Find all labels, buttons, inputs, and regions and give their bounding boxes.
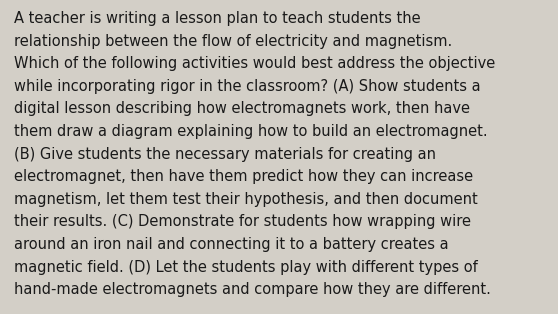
Text: while incorporating rigor in the classroom? (A) Show students a: while incorporating rigor in the classro… (14, 79, 480, 94)
Text: them draw a diagram explaining how to build an electromagnet.: them draw a diagram explaining how to bu… (14, 124, 488, 139)
Text: electromagnet, then have them predict how they can increase: electromagnet, then have them predict ho… (14, 169, 473, 184)
Text: hand-made electromagnets and compare how they are different.: hand-made electromagnets and compare how… (14, 282, 491, 297)
Text: digital lesson describing how electromagnets work, then have: digital lesson describing how electromag… (14, 101, 470, 116)
Text: magnetism, let them test their hypothesis, and then document: magnetism, let them test their hypothesi… (14, 192, 478, 207)
Text: Which of the following activities would best address the objective: Which of the following activities would … (14, 56, 495, 71)
Text: around an iron nail and connecting it to a battery creates a: around an iron nail and connecting it to… (14, 237, 449, 252)
Text: A teacher is writing a lesson plan to teach students the: A teacher is writing a lesson plan to te… (14, 11, 421, 26)
Text: relationship between the flow of electricity and magnetism.: relationship between the flow of electri… (14, 34, 452, 49)
Text: their results. (C) Demonstrate for students how wrapping wire: their results. (C) Demonstrate for stude… (14, 214, 471, 230)
Text: magnetic field. (D) Let the students play with different types of: magnetic field. (D) Let the students pla… (14, 260, 478, 275)
Text: (B) Give students the necessary materials for creating an: (B) Give students the necessary material… (14, 147, 436, 162)
